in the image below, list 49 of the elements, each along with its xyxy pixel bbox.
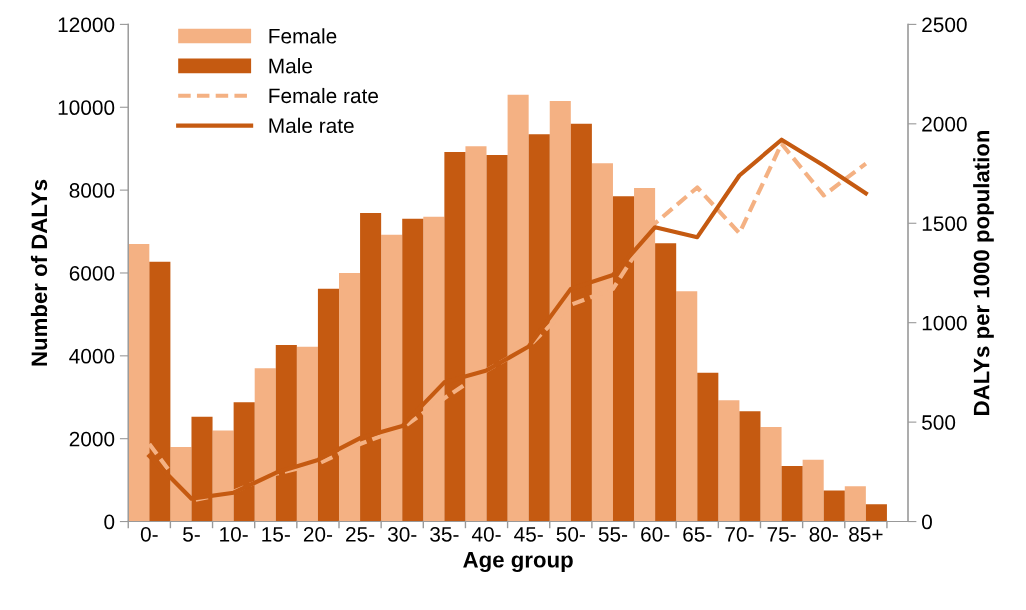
x-tick-label: 20- [303,526,333,542]
bar [655,243,677,522]
y2-axis-title: DALYs per 1000 population [973,130,994,415]
legend-label: Male [269,58,312,74]
x-tick-label: 30- [387,526,417,542]
x-tick-label: 70- [725,526,754,542]
y2-tick-label: 500 [922,415,956,430]
y-tick-label: 2000 [69,431,115,447]
y2-tick-label: 2000 [922,116,967,132]
bar [802,459,824,522]
bar [676,291,698,522]
x-tick-label: 60- [641,526,670,542]
x-tick-label: 5- [183,527,200,542]
y2-tick-label: 1000 [922,315,967,331]
x-tick-label: 40- [471,526,501,542]
legend-label: Male rate [269,117,354,134]
x-tick-label: 35- [430,526,459,542]
bar [739,411,761,522]
x-tick-label: 10- [220,526,248,542]
bar [718,400,740,522]
y-tick-label: 12000 [58,17,115,33]
x-tick-label: 55- [598,527,628,542]
x-tick-label: 45- [514,527,543,542]
x-tick-label: 0- [140,526,158,542]
y2-tick-label: 2500 [922,17,967,33]
bar [865,504,887,522]
bar [760,427,782,522]
x-tick-label: 75- [767,527,796,542]
x-tick-label: 50- [556,526,585,542]
bar [697,372,719,522]
x-tick-label: 85+ [849,526,883,542]
legend-label: Female [269,28,337,44]
y-tick-label: 0 [104,514,115,530]
bar [781,466,803,522]
x-tick-label: 65- [683,526,712,542]
y-tick-label: 4000 [69,348,115,364]
x-axis-title: Age group [463,552,573,573]
y2-tick-label: 0 [922,514,932,530]
y-tick-label: 10000 [58,100,115,116]
y2-tick-label: 1500 [922,216,967,232]
y-axis-title: Number of DALYs [30,179,48,366]
legend-label: Female rate [269,87,378,104]
bar [844,486,866,522]
x-tick-label: 15- [262,527,290,542]
x-tick-label: 25- [346,526,375,542]
y-tick-label: 8000 [69,183,115,198]
y-tick-label: 6000 [69,265,115,281]
x-tick-label: 80- [809,526,838,542]
bar [823,490,845,522]
